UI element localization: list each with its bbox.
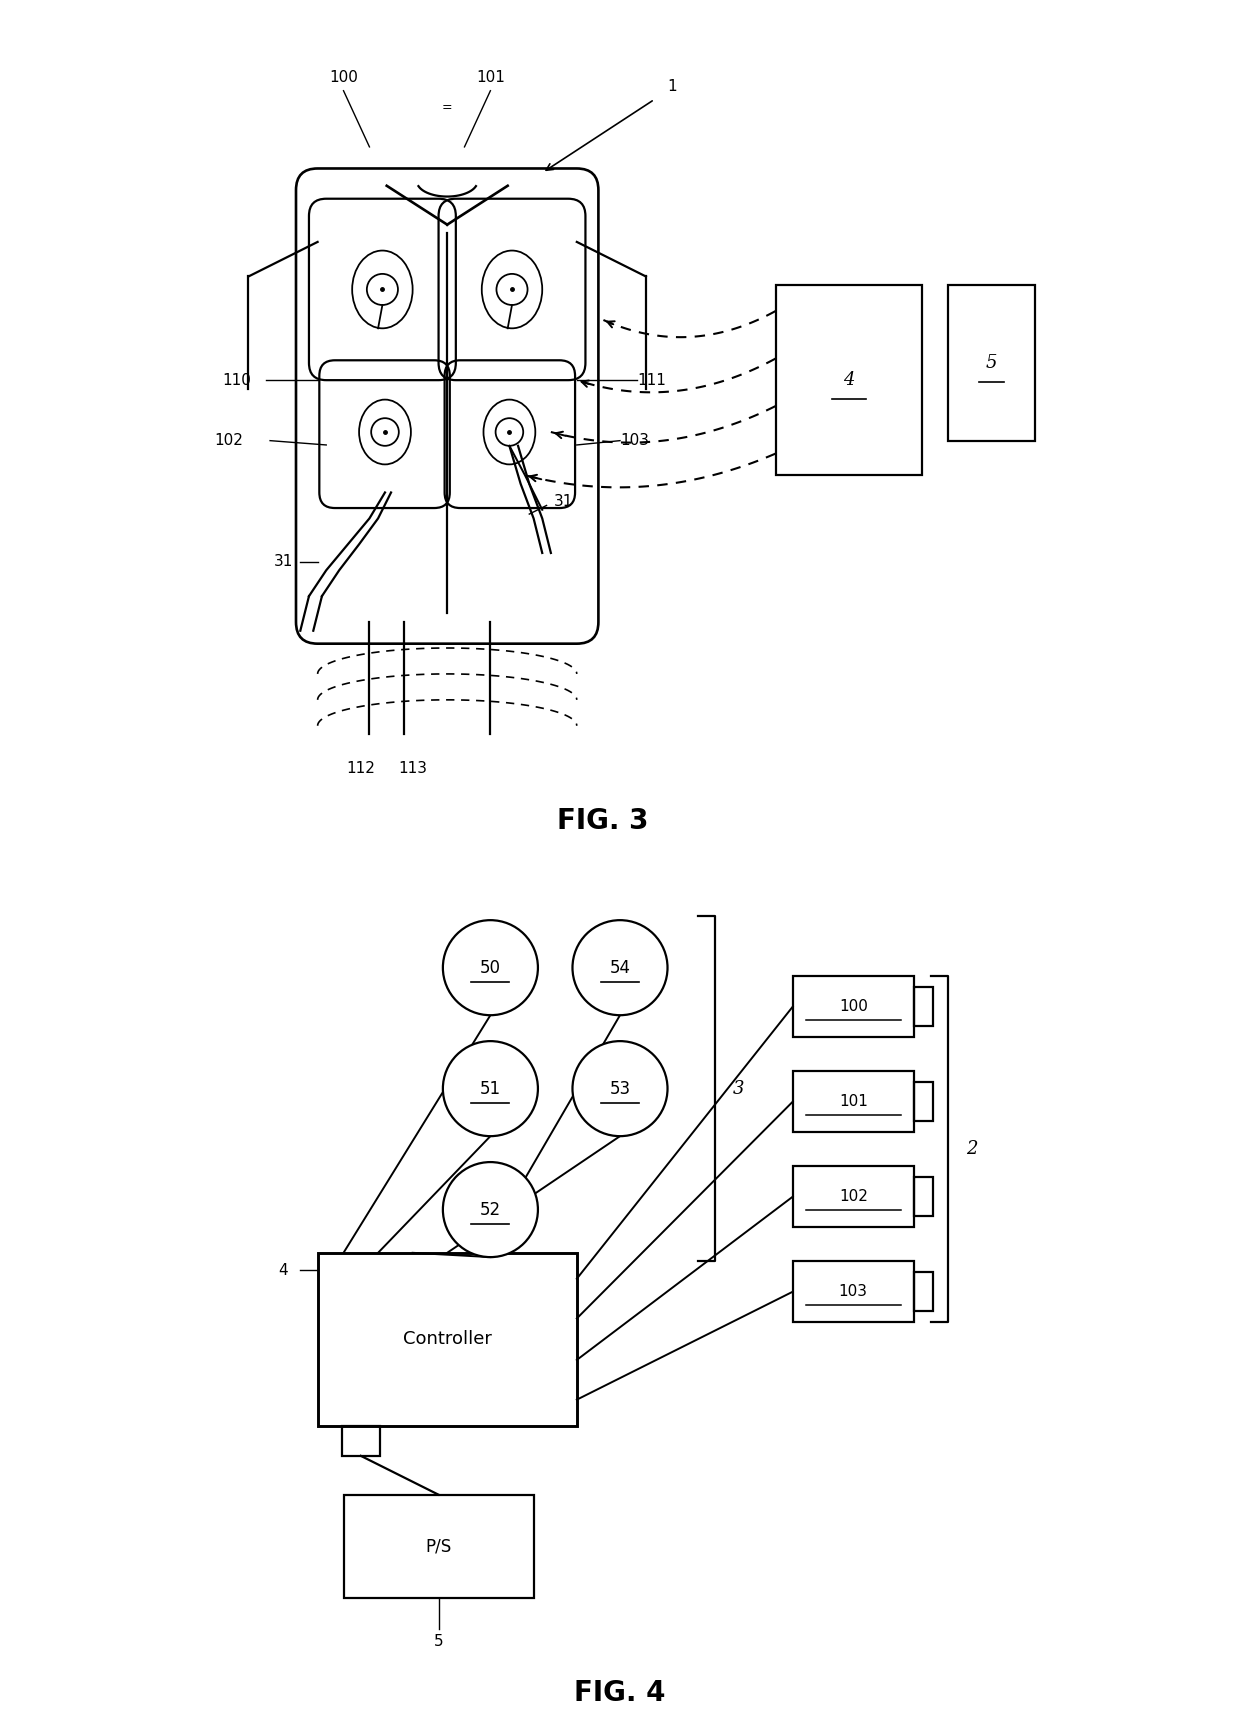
Text: 103: 103 <box>838 1284 868 1299</box>
Circle shape <box>573 1040 667 1137</box>
Text: P/S: P/S <box>425 1538 451 1555</box>
Text: 31: 31 <box>273 555 293 569</box>
Text: 112: 112 <box>346 762 376 776</box>
Circle shape <box>496 273 527 304</box>
Text: 31: 31 <box>554 494 574 508</box>
Text: 102: 102 <box>838 1189 868 1204</box>
Text: 5: 5 <box>986 354 997 372</box>
Text: 50: 50 <box>480 959 501 976</box>
Text: 52: 52 <box>480 1201 501 1218</box>
Circle shape <box>443 1161 538 1256</box>
Text: 101: 101 <box>476 71 505 85</box>
Text: Controller: Controller <box>403 1331 491 1348</box>
Text: 113: 113 <box>398 762 427 776</box>
Text: 53: 53 <box>609 1080 631 1097</box>
Text: 5: 5 <box>434 1635 444 1649</box>
Text: 100: 100 <box>838 999 868 1014</box>
Text: 103: 103 <box>620 434 649 448</box>
Text: 51: 51 <box>480 1080 501 1097</box>
Text: 54: 54 <box>610 959 630 976</box>
Circle shape <box>443 919 538 1014</box>
Text: 4: 4 <box>278 1263 288 1277</box>
Circle shape <box>371 418 399 446</box>
Text: 100: 100 <box>329 71 358 85</box>
Text: =: = <box>441 102 453 114</box>
Text: 3: 3 <box>733 1080 744 1097</box>
Text: 111: 111 <box>637 373 666 387</box>
Circle shape <box>367 273 398 304</box>
Text: 101: 101 <box>838 1094 868 1109</box>
Circle shape <box>573 919 667 1014</box>
Text: 1: 1 <box>667 79 677 93</box>
Text: FIG. 4: FIG. 4 <box>574 1680 666 1707</box>
Text: 102: 102 <box>215 434 243 448</box>
Text: FIG. 3: FIG. 3 <box>557 807 649 835</box>
Text: 110: 110 <box>222 373 252 387</box>
Text: 4: 4 <box>843 372 854 389</box>
Circle shape <box>443 1040 538 1137</box>
Circle shape <box>496 418 523 446</box>
Text: 2: 2 <box>966 1140 977 1158</box>
